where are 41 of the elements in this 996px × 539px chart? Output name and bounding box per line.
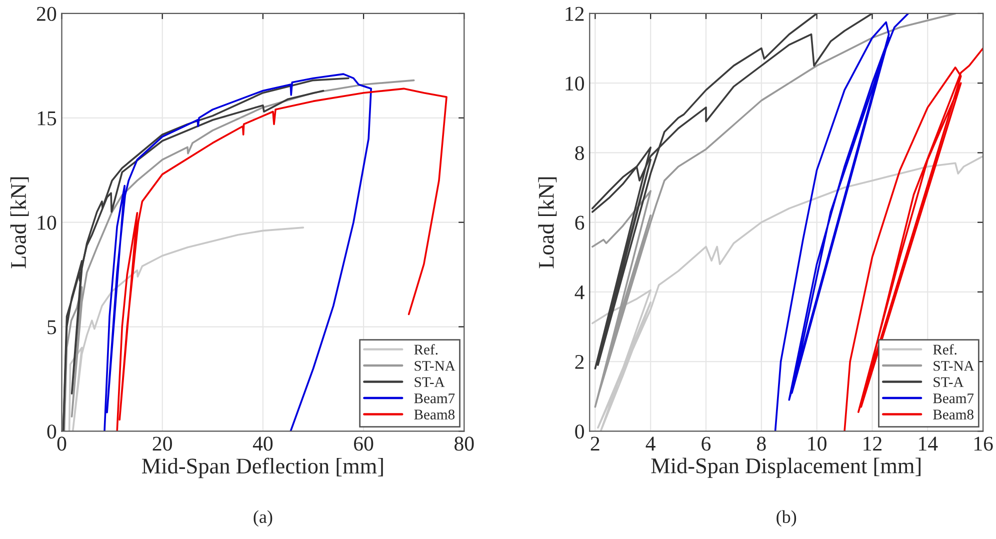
x-tick-label: 8: [756, 436, 766, 451]
x-tick-label: 20: [152, 436, 172, 451]
x-tick-label: 14: [919, 436, 938, 451]
x-tick-label: 12: [864, 436, 882, 451]
legend-label: Beam7: [933, 394, 974, 404]
legend-label: Beam8: [933, 410, 974, 420]
x-tick-label: 40: [252, 436, 273, 451]
x-tick-label: 4: [646, 436, 656, 451]
y-tick-label: 8: [575, 146, 584, 160]
x-tick-label: 10: [808, 436, 826, 451]
y-tick-label: 10: [38, 216, 56, 230]
legend-label: Beam8: [414, 410, 455, 420]
y-tick-label: 10: [566, 76, 584, 91]
y-tick-label: 0: [575, 424, 584, 439]
x-tick-label: 6: [702, 436, 711, 451]
x-tick-label: 60: [354, 436, 374, 451]
legend-label: ST-A: [414, 377, 445, 388]
y-tick-label: 5: [48, 320, 56, 334]
legend-label: Ref.: [933, 344, 956, 355]
y-axis-title: Load [kN]: [538, 177, 557, 268]
text: (a): [254, 510, 272, 527]
text: (b): [776, 510, 796, 527]
y-tick-label: 6: [575, 216, 584, 230]
y-axis-title: Load [kN]: [10, 177, 29, 268]
y-tick-label: 0: [47, 424, 56, 439]
y-tick-label: 4: [574, 285, 584, 300]
x-axis-title: Mid-Span Displacement [mm]: [651, 458, 920, 478]
x-tick-label: 16: [974, 436, 993, 451]
x-tick-label: 0: [57, 436, 66, 451]
x-tick-label: 2: [590, 436, 600, 451]
legend-label: ST-NA: [934, 360, 974, 371]
legend-label: Beam7: [414, 394, 455, 404]
legend-label: Ref.: [414, 344, 438, 355]
y-tick-label: 15: [38, 111, 56, 126]
y-tick-label: 2: [575, 355, 584, 369]
y-tick-label: 12: [566, 6, 584, 21]
x-axis-title: Mid-Span Deflection [mm]: [142, 458, 383, 478]
legend-label: ST-A: [934, 377, 964, 388]
y-tick-label: 20: [36, 6, 56, 21]
x-tick-label: 80: [454, 436, 474, 451]
legend-label: ST-NA: [414, 360, 456, 371]
